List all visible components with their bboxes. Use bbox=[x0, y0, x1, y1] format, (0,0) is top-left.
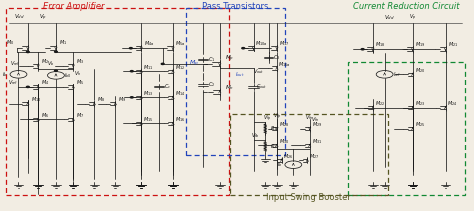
Text: $M_{5a}$: $M_{5a}$ bbox=[175, 39, 186, 48]
Text: $C_c$: $C_c$ bbox=[164, 82, 171, 91]
Text: $M_n$: $M_n$ bbox=[225, 83, 234, 92]
Text: $M_0$: $M_0$ bbox=[6, 39, 14, 47]
Text: $M_{20}$: $M_{20}$ bbox=[415, 66, 425, 75]
Text: Input Swing Booster: Input Swing Booster bbox=[266, 193, 351, 202]
Text: Error Amplifier: Error Amplifier bbox=[43, 2, 104, 11]
Text: $V_{dd}$: $V_{dd}$ bbox=[384, 14, 395, 22]
Text: $M_{28}$: $M_{28}$ bbox=[279, 120, 289, 129]
Text: $M_{13}$: $M_{13}$ bbox=[143, 89, 153, 98]
Text: $V_b$: $V_b$ bbox=[47, 59, 55, 68]
Text: $M_{22}$: $M_{22}$ bbox=[375, 100, 385, 108]
Text: $M_{30}$: $M_{30}$ bbox=[279, 137, 289, 146]
Text: $C_{out}$: $C_{out}$ bbox=[256, 83, 267, 91]
Text: $M_4$: $M_4$ bbox=[41, 78, 49, 87]
Text: $M_9$: $M_9$ bbox=[118, 95, 127, 104]
Text: $V_{fn}$: $V_{fn}$ bbox=[311, 115, 319, 124]
Circle shape bbox=[130, 70, 133, 72]
Text: $V_{out}$: $V_{out}$ bbox=[253, 67, 264, 76]
Text: $M_5$: $M_5$ bbox=[76, 78, 84, 87]
Text: $M_{10}$: $M_{10}$ bbox=[31, 95, 41, 104]
Text: $M_{27}$: $M_{27}$ bbox=[309, 152, 319, 161]
Text: $M_{19}$: $M_{19}$ bbox=[415, 40, 425, 49]
Text: $R_2$: $R_2$ bbox=[270, 142, 277, 151]
Text: $M_{17}$: $M_{17}$ bbox=[279, 39, 290, 48]
Text: Current Reduction Circuit: Current Reduction Circuit bbox=[354, 2, 460, 11]
Text: $M_{15}$: $M_{15}$ bbox=[143, 115, 153, 124]
Circle shape bbox=[129, 47, 132, 49]
Circle shape bbox=[361, 49, 364, 50]
Text: Pass Transistors: Pass Transistors bbox=[201, 2, 268, 11]
Circle shape bbox=[161, 63, 164, 65]
Text: $I_b$: $I_b$ bbox=[276, 160, 282, 169]
Text: $V_{dd}$: $V_{dd}$ bbox=[14, 12, 25, 21]
Text: $M_{16a}$: $M_{16a}$ bbox=[278, 60, 290, 69]
Text: $M_{26}$: $M_{26}$ bbox=[283, 152, 293, 161]
Text: $M_{29}$: $M_{29}$ bbox=[311, 120, 322, 129]
Text: $V_{p}$: $V_{p}$ bbox=[39, 13, 47, 23]
Text: $V_{ref}$: $V_{ref}$ bbox=[8, 78, 18, 87]
Text: $M_{4a}$: $M_{4a}$ bbox=[144, 39, 154, 48]
Text: $M_{24}$: $M_{24}$ bbox=[447, 100, 458, 108]
Text: $M_3$: $M_3$ bbox=[76, 57, 84, 66]
Text: $M_{25}$: $M_{25}$ bbox=[415, 120, 425, 129]
Circle shape bbox=[27, 86, 29, 88]
Text: $I_b$: $I_b$ bbox=[2, 70, 8, 79]
Bar bbox=[6, 8, 229, 195]
Circle shape bbox=[130, 97, 133, 98]
Text: $M_p$: $M_p$ bbox=[189, 59, 199, 69]
Text: $M_p$: $M_p$ bbox=[225, 53, 234, 64]
Text: $M_1$: $M_1$ bbox=[59, 39, 67, 47]
Text: $V_{fp}$: $V_{fp}$ bbox=[264, 114, 272, 124]
Text: $M_7$: $M_7$ bbox=[76, 111, 84, 120]
Text: $M_{23}$: $M_{23}$ bbox=[415, 100, 425, 108]
Circle shape bbox=[27, 51, 29, 53]
Text: $V_{fn}$: $V_{fn}$ bbox=[306, 113, 314, 122]
Text: $V_{ref}$: $V_{ref}$ bbox=[10, 59, 21, 68]
Text: $M_8$: $M_8$ bbox=[97, 95, 105, 104]
Text: $M_{12}$: $M_{12}$ bbox=[175, 63, 185, 72]
Bar bbox=[186, 8, 285, 155]
Text: $M_{31}$: $M_{31}$ bbox=[311, 137, 322, 146]
Text: $C_1$: $C_1$ bbox=[208, 55, 215, 64]
Text: $V_{fb}$: $V_{fb}$ bbox=[251, 131, 259, 140]
Circle shape bbox=[55, 70, 57, 71]
Text: $M_{21}$: $M_{21}$ bbox=[448, 40, 458, 49]
Text: $R_1$: $R_1$ bbox=[270, 124, 277, 133]
Circle shape bbox=[55, 51, 57, 52]
Text: $M_{11}$: $M_{11}$ bbox=[143, 63, 153, 72]
Text: $M_{18}$: $M_{18}$ bbox=[375, 40, 385, 49]
Circle shape bbox=[242, 47, 245, 49]
Text: $I_{b0}$: $I_{b0}$ bbox=[64, 71, 72, 80]
Text: $M_6$: $M_6$ bbox=[41, 111, 49, 120]
Text: $V_{p}$: $V_{p}$ bbox=[409, 13, 416, 23]
Text: $M_{10a}$: $M_{10a}$ bbox=[255, 39, 267, 48]
Text: $M_{14}$: $M_{14}$ bbox=[175, 89, 185, 98]
Text: $V_h$: $V_h$ bbox=[74, 69, 82, 78]
Text: $C_3$: $C_3$ bbox=[273, 53, 281, 62]
Text: $I_{ref}$: $I_{ref}$ bbox=[393, 70, 402, 79]
Text: $I_{out}$: $I_{out}$ bbox=[235, 70, 244, 79]
Bar bbox=[230, 114, 388, 195]
Text: $V_{fp}$: $V_{fp}$ bbox=[273, 112, 281, 122]
Text: $C_2$: $C_2$ bbox=[208, 80, 215, 89]
Text: $M_{16}$: $M_{16}$ bbox=[175, 115, 185, 124]
Text: $M_2$: $M_2$ bbox=[41, 57, 49, 66]
Bar bbox=[348, 62, 465, 195]
